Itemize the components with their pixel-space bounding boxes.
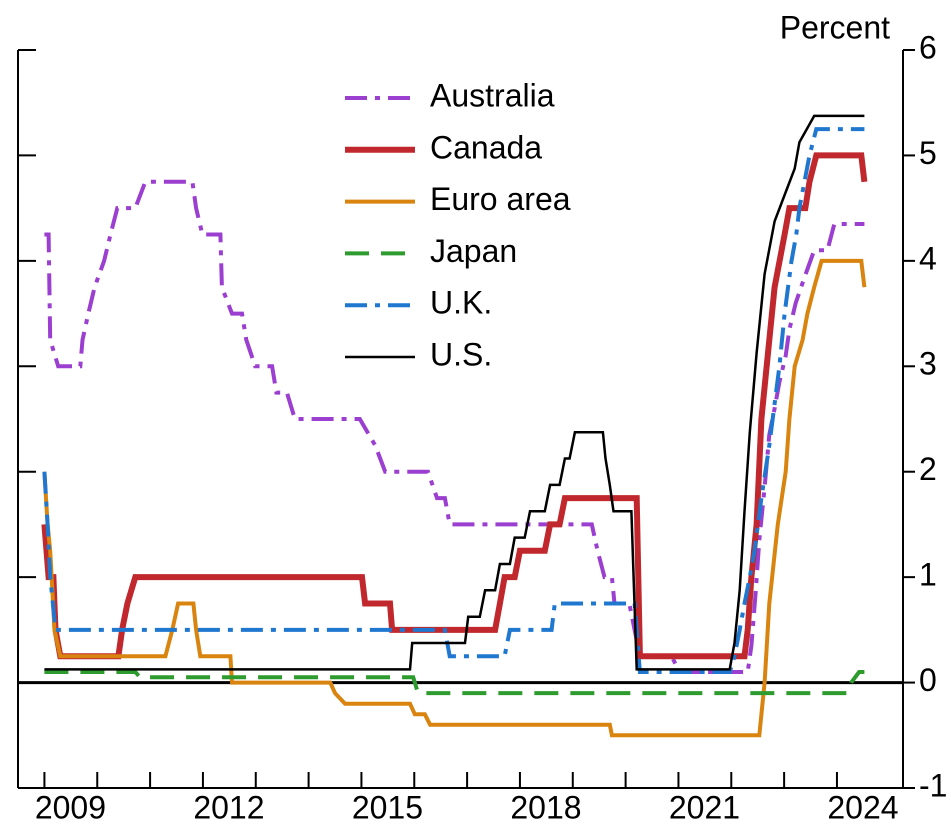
y-tick-label: 6 <box>919 29 937 65</box>
legend-label: Japan <box>430 233 517 269</box>
series-line <box>42 258 867 738</box>
y-axis-label: Percent <box>780 9 890 45</box>
legend-label: U.K. <box>430 285 492 321</box>
y-tick-label: 1 <box>919 557 937 593</box>
legend-label: Canada <box>430 129 542 165</box>
legend-label: Australia <box>430 77 555 113</box>
y-tick-label: 5 <box>919 135 937 171</box>
y-tick-label: 3 <box>919 346 937 382</box>
x-tick-label: 2024 <box>827 789 898 825</box>
legend-label: U.S. <box>430 336 492 372</box>
x-tick-label: 2018 <box>510 789 581 825</box>
series-line <box>44 670 865 696</box>
x-tick-label: 2009 <box>35 789 106 825</box>
y-tick-label: 2 <box>919 451 937 487</box>
y-tick-label: 0 <box>919 662 937 698</box>
legend-label: Euro area <box>430 181 571 217</box>
series-line <box>44 114 865 671</box>
series-line <box>41 152 868 660</box>
x-tick-label: 2015 <box>352 789 423 825</box>
x-tick-label: 2021 <box>669 789 740 825</box>
y-tick-label: 4 <box>919 240 937 276</box>
x-tick-label: 2012 <box>193 789 264 825</box>
y-tick-label: -1 <box>919 767 947 803</box>
